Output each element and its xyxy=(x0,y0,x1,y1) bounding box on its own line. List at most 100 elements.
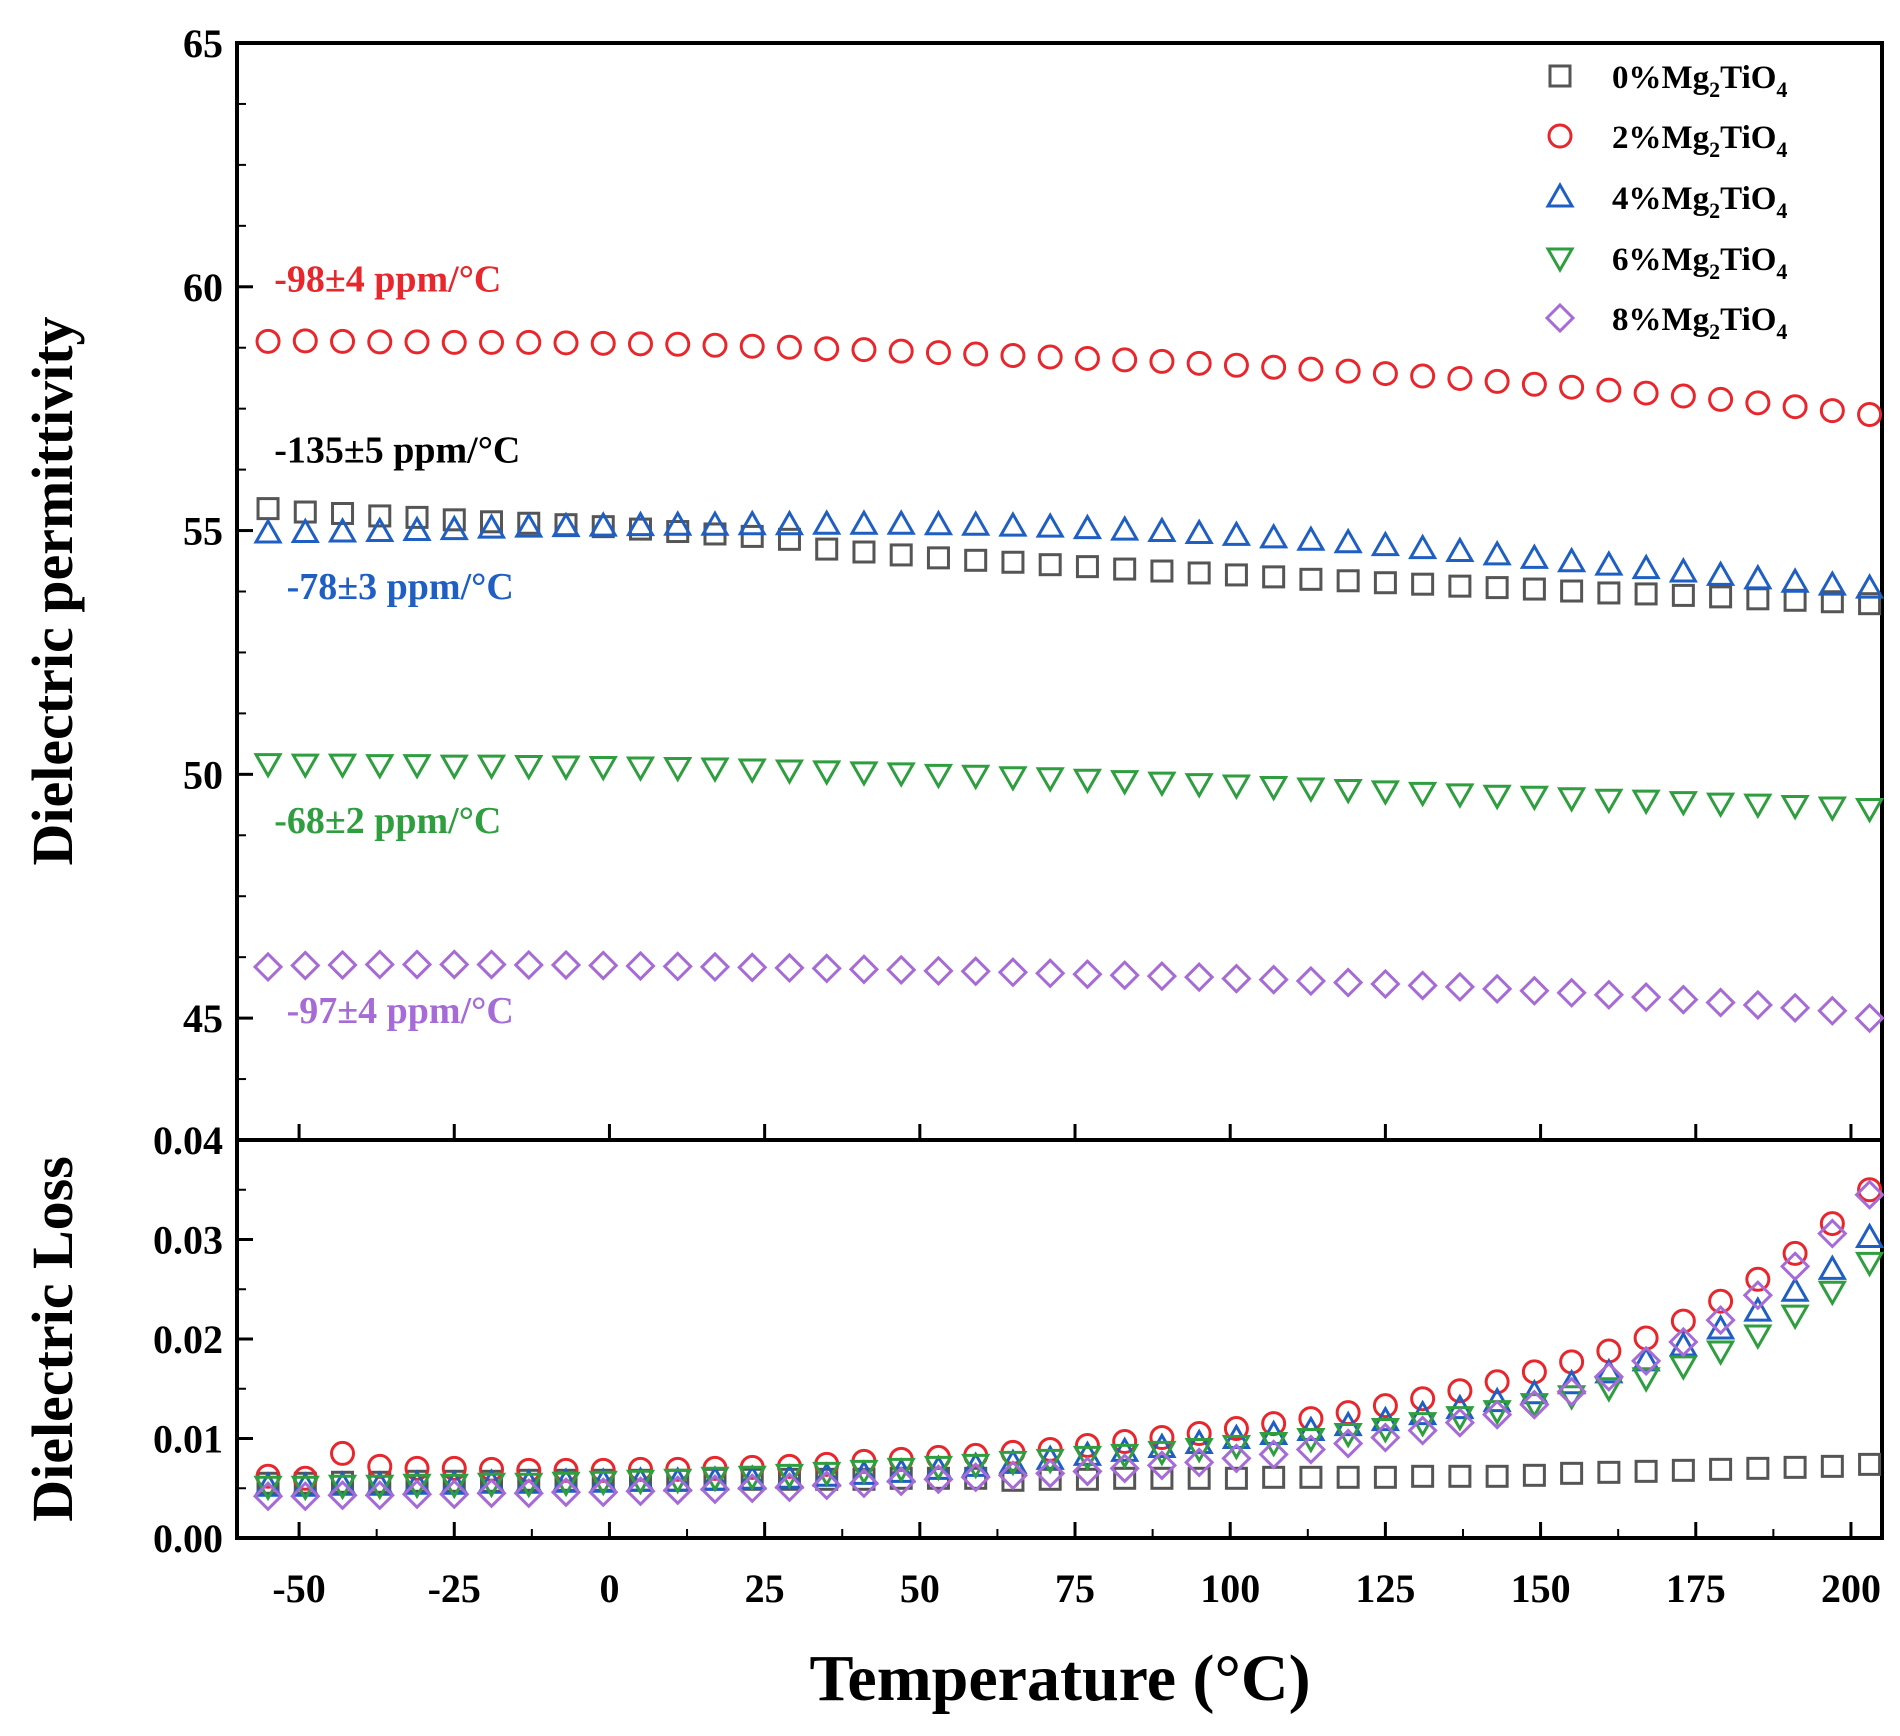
permittivity-point xyxy=(476,949,507,980)
permittivity-point xyxy=(1184,518,1214,544)
permittivity-point xyxy=(292,328,318,354)
permittivity-point xyxy=(1817,995,1848,1026)
loss-point xyxy=(1783,1455,1807,1479)
permittivity-point xyxy=(1150,559,1174,583)
slope-annotation-0: -98±4 ppm/°C xyxy=(274,259,501,301)
permittivity-point xyxy=(1783,588,1807,612)
loss-point xyxy=(1485,1464,1509,1488)
loss-point xyxy=(699,1474,731,1505)
permittivity-point xyxy=(700,510,730,536)
top-y-tick-label: 55 xyxy=(183,509,223,554)
loss-point xyxy=(1746,1456,1770,1480)
legend-item-1: 2%Mg2TiO4 xyxy=(1547,120,1787,162)
loss-point xyxy=(1410,1386,1436,1412)
loss-point xyxy=(1333,1428,1364,1459)
legend-marker-4 xyxy=(1544,302,1576,334)
permittivity-point xyxy=(1746,587,1770,611)
permittivity-point xyxy=(774,759,805,785)
permittivity-point xyxy=(551,511,581,538)
permittivity-point xyxy=(997,957,1029,988)
permittivity-point xyxy=(476,754,507,781)
permittivity-point xyxy=(1112,347,1138,373)
loss-point xyxy=(1745,1266,1771,1292)
loss-point xyxy=(923,1455,954,1482)
permittivity-point xyxy=(255,328,281,354)
loss-point xyxy=(401,1479,433,1510)
permittivity-point xyxy=(1594,550,1624,576)
permittivity-point xyxy=(1858,592,1882,616)
loss-point xyxy=(886,1466,917,1497)
permittivity-point xyxy=(1146,961,1178,992)
loss-point xyxy=(1817,1254,1847,1280)
permittivity-point xyxy=(1186,350,1212,376)
permittivity-point xyxy=(886,509,916,535)
loss-point xyxy=(1556,1376,1587,1407)
permittivity-point xyxy=(588,950,619,981)
permittivity-point xyxy=(1742,989,1773,1021)
loss-point xyxy=(923,1464,954,1495)
permittivity-point xyxy=(625,510,656,537)
permittivity-point xyxy=(961,510,991,536)
permittivity-point xyxy=(1221,774,1251,801)
loss-point xyxy=(1557,1368,1587,1395)
loss-point xyxy=(1630,1345,1662,1377)
permittivity-point xyxy=(923,763,954,790)
x-tick-label: 175 xyxy=(1666,1566,1726,1611)
top-y-tick-label: 65 xyxy=(183,21,223,66)
permittivity-point xyxy=(1410,363,1436,389)
loss-point xyxy=(1631,1367,1661,1393)
permittivity-point xyxy=(1560,579,1584,603)
loss-point xyxy=(1411,1464,1435,1488)
legend-label-4: 8%Mg2TiO4 xyxy=(1612,302,1787,344)
permittivity-point xyxy=(1000,343,1026,369)
permittivity-point xyxy=(625,756,656,783)
permittivity-point xyxy=(1372,361,1398,387)
top-y-tick-label: 60 xyxy=(183,265,223,310)
legend-marker-1 xyxy=(1547,123,1573,149)
permittivity-point xyxy=(1594,788,1624,815)
loss-point xyxy=(1593,1361,1624,1392)
loss-point xyxy=(1221,1434,1251,1461)
permittivity-point xyxy=(439,514,469,541)
loss-point xyxy=(1820,1454,1844,1478)
permittivity-point xyxy=(849,761,879,787)
slope-annotations: -98±4 ppm/°C -135±5 ppm/°C -78±3 ppm/°C -68… xyxy=(274,259,520,1032)
permittivity-point xyxy=(365,754,395,780)
permittivity-point xyxy=(1149,348,1175,374)
permittivity-point xyxy=(1519,975,1550,1006)
loss-point xyxy=(1668,1355,1698,1381)
loss-point xyxy=(1112,1428,1138,1454)
loss-point xyxy=(1447,1378,1473,1404)
permittivity-point xyxy=(1819,398,1845,424)
permittivity-point xyxy=(1258,964,1289,995)
loss-point xyxy=(1113,1466,1137,1490)
permittivity-point xyxy=(1001,550,1025,574)
loss-point xyxy=(1150,1466,1174,1490)
permittivity-point xyxy=(1373,571,1397,595)
permittivity-point xyxy=(737,952,768,983)
permittivity-point xyxy=(1110,515,1140,541)
axes: -50 -25 0 25 50 75 100 125 150 175 200 45 50 55 60 65 0.… xyxy=(153,21,1881,1611)
permittivity-point xyxy=(1668,556,1698,583)
legend-marker-shape xyxy=(1547,123,1573,149)
permittivity-point xyxy=(1522,577,1546,601)
loss-point xyxy=(1782,1240,1808,1266)
permittivity-point xyxy=(1817,796,1847,823)
x-tick-label: 100 xyxy=(1200,1566,1260,1611)
loss-point xyxy=(327,1480,358,1511)
permittivity-point xyxy=(1482,539,1512,566)
permittivity-point xyxy=(889,543,913,567)
permittivity-point xyxy=(888,338,914,364)
permittivity-point xyxy=(739,333,765,359)
permittivity-point xyxy=(811,953,842,984)
permittivity-point xyxy=(1259,522,1289,549)
loss-point xyxy=(1072,1445,1103,1472)
loss-point xyxy=(364,1480,395,1511)
loss-point xyxy=(476,1478,507,1509)
permittivity-point xyxy=(1408,781,1438,808)
legend-marker-0 xyxy=(1548,64,1572,88)
loss-point xyxy=(1706,1340,1736,1366)
permittivity-point xyxy=(774,952,805,984)
loss-point xyxy=(1519,1389,1550,1420)
